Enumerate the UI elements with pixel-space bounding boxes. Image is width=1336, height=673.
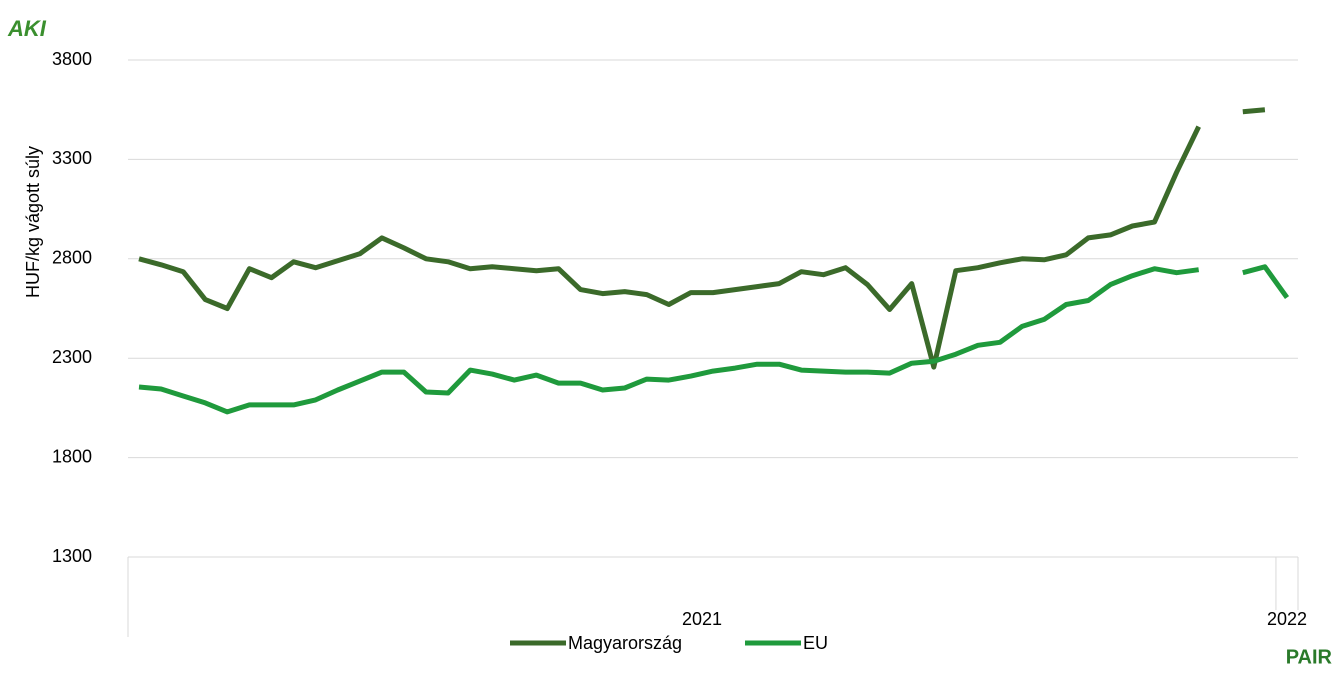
y-axis-label: HUF/kg vágott súly [23,146,43,298]
x-group-label: 2021 [682,609,722,629]
y-tick-label: 1800 [52,446,92,466]
logo-right: PAIR [1286,646,1333,668]
y-tick-label: 2800 [52,248,92,268]
series-line [138,107,1266,370]
legend-label: EU [803,633,828,653]
legend-label: Magyarország [568,633,682,653]
logo-left: AKI [7,16,47,41]
y-tick-label: 3300 [52,148,92,168]
x-group-label: 2022 [1267,609,1307,629]
series-line [138,264,1290,415]
y-tick-label: 1300 [52,546,92,566]
y-tick-label: 2300 [52,347,92,367]
y-tick-label: 3800 [52,49,92,69]
